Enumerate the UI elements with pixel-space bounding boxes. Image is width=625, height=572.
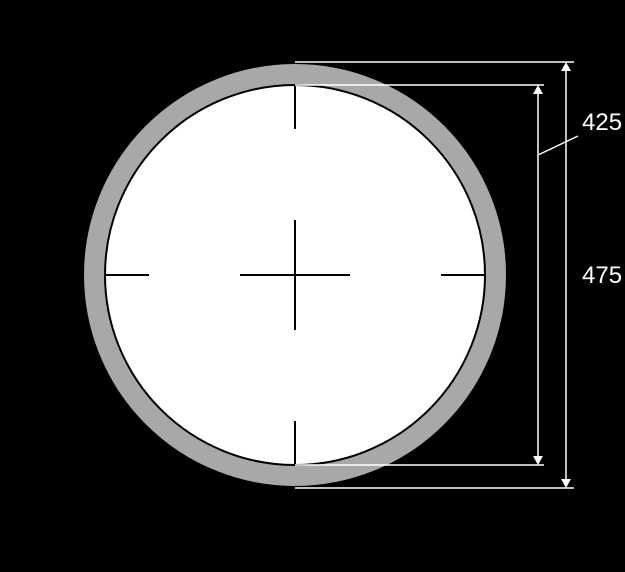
outer-diameter-label: 475 [582,262,622,289]
inner-diameter-label: 425 [582,109,622,136]
pipe-cross-section-diagram: 475 425 [0,0,625,572]
